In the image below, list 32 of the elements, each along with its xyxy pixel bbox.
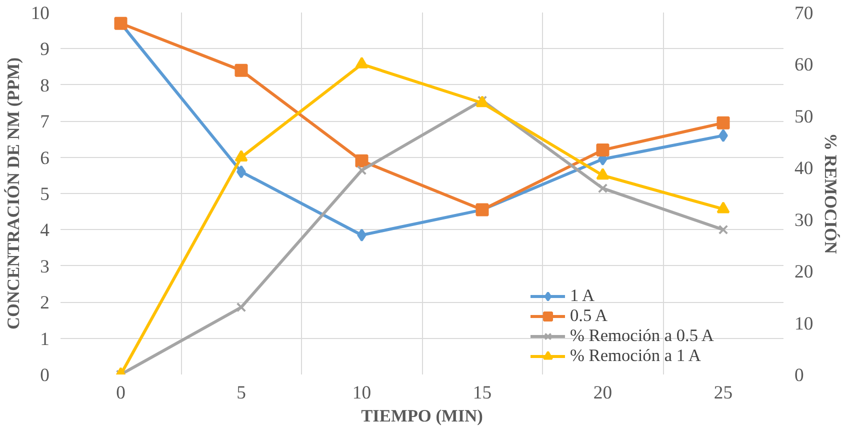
y-tick-label: 8	[40, 75, 50, 96]
legend-label: 1 A	[570, 286, 595, 306]
y-tick-label: 7	[40, 112, 50, 133]
x-tick-label: 0	[116, 382, 126, 404]
y2-tick-label: 40	[794, 158, 814, 180]
y-tick-label: 5	[40, 184, 50, 205]
y2-tick-label: 60	[794, 54, 814, 76]
x-tick-label: 15	[472, 382, 492, 404]
y2-tick-label: 70	[794, 3, 814, 24]
legend-label: 0.5 A	[570, 306, 608, 326]
x-tick-label: 20	[593, 382, 612, 404]
legend-label: % Remoción a 1 A	[570, 346, 701, 366]
legend-label: % Remoción a 0.5 A	[570, 326, 714, 346]
y-tick-label: 0	[40, 365, 50, 386]
y-tick-label: 6	[40, 148, 50, 169]
y-tick-label: 2	[40, 292, 50, 314]
y2-tick-label: 10	[794, 313, 814, 334]
y-tick-label: 4	[40, 220, 50, 242]
x-tick-label: 10	[352, 382, 372, 404]
y2-tick-label: 0	[794, 365, 804, 386]
y2-tick-label: 30	[794, 210, 814, 231]
y-tick-label: 10	[30, 3, 50, 24]
x-axis-title: TIEMPO (MIN)	[361, 406, 484, 426]
y2-tick-label: 20	[794, 262, 814, 283]
y-tick-label: 3	[40, 256, 50, 278]
x-tick-label: 25	[714, 382, 733, 404]
y-tick-label: 9	[40, 39, 50, 60]
y-axis-title: CONCENTRACIÓN DE NM (PPM)	[4, 57, 23, 330]
y-tick-label: 1	[40, 328, 50, 350]
y2-axis-title: % REMOCIÓN	[821, 133, 840, 254]
x-tick-label: 5	[236, 382, 246, 404]
y2-tick-label: 50	[794, 106, 814, 128]
